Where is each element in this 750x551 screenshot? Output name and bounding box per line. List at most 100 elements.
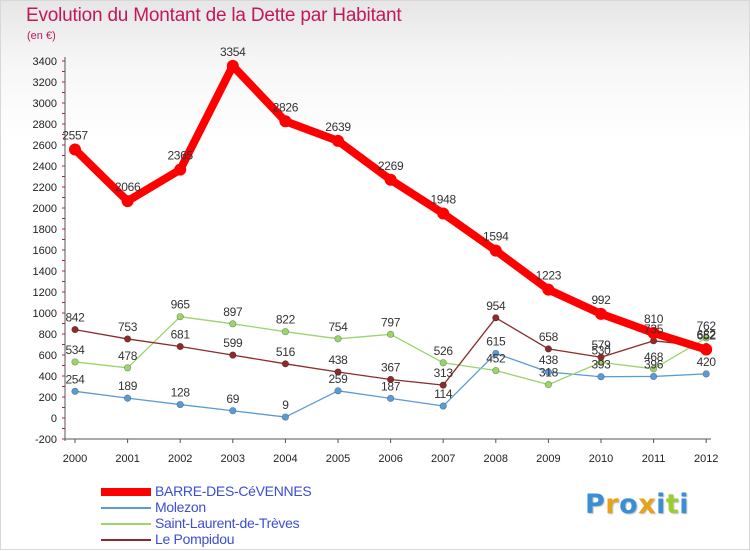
- data-label: 579: [591, 338, 611, 352]
- data-label: 2639: [325, 120, 351, 134]
- data-label: 259: [328, 372, 348, 386]
- data-label: 318: [539, 366, 559, 380]
- data-point: [123, 335, 132, 343]
- data-label: 2066: [115, 180, 141, 194]
- data-point: [542, 283, 555, 296]
- logo-letter: t: [665, 489, 680, 520]
- data-point: [647, 326, 660, 339]
- data-point: [439, 402, 447, 410]
- y-tick-label: 1400: [33, 266, 57, 278]
- data-label: 393: [591, 358, 611, 372]
- x-tick-label: 2006: [378, 453, 402, 465]
- data-label: 658: [539, 330, 559, 344]
- logo-letter: P: [585, 489, 606, 520]
- data-point: [437, 207, 450, 220]
- y-tick-label: 400: [39, 371, 57, 383]
- data-point: [69, 143, 81, 156]
- legend-label: BARRE-DES-CéVENNES: [155, 483, 312, 499]
- data-label: 114: [434, 387, 453, 401]
- y-tick-label: 2800: [33, 119, 57, 131]
- data-label: 965: [171, 298, 191, 312]
- data-label: 810: [644, 312, 664, 326]
- data-label: 534: [65, 343, 85, 357]
- data-point: [439, 359, 447, 367]
- data-label: 452: [486, 352, 506, 366]
- y-tick-label: 3400: [33, 56, 57, 68]
- x-tick-label: 2002: [168, 453, 192, 465]
- data-label: 438: [328, 353, 348, 367]
- data-label: 9: [282, 398, 289, 412]
- data-point: [387, 394, 395, 402]
- data-label: 526: [434, 344, 454, 358]
- x-tick-label: 2000: [63, 453, 87, 465]
- data-label: 615: [486, 334, 506, 348]
- data-label: 842: [65, 311, 85, 325]
- data-point: [387, 330, 395, 338]
- chart-title: Evolution du Montant de la Dette par Hab…: [26, 5, 402, 26]
- x-tick-label: 2009: [536, 453, 560, 465]
- y-tick-label: 0: [51, 413, 57, 425]
- proxiti-logo: Proxiti: [585, 489, 689, 520]
- legend-swatch: [101, 507, 151, 509]
- x-tick-label: 2003: [221, 453, 245, 465]
- data-point: [332, 134, 344, 147]
- data-label: 1948: [430, 192, 456, 206]
- data-point: [71, 325, 79, 334]
- data-point: [279, 115, 292, 128]
- x-tick-label: 2011: [642, 453, 666, 465]
- data-point: [702, 370, 710, 378]
- data-point: [226, 59, 239, 72]
- legend-label: Saint-Laurent-de-Trèves: [155, 515, 300, 531]
- data-point: [489, 244, 502, 257]
- data-label: 954: [486, 299, 506, 313]
- chart-unit-label: (en €): [27, 30, 56, 42]
- y-tick-label: 3000: [33, 98, 57, 110]
- data-label: 313: [434, 366, 454, 380]
- data-point: [384, 173, 397, 186]
- y-tick-label: 1600: [33, 245, 57, 257]
- data-label: 2269: [378, 159, 404, 173]
- data-point: [176, 313, 184, 321]
- data-point: [649, 372, 658, 381]
- y-tick-label: -200: [35, 434, 57, 446]
- data-point: [439, 381, 447, 389]
- legend-swatch: [101, 523, 151, 525]
- y-tick-label: 2200: [33, 182, 57, 194]
- data-point: [492, 349, 500, 358]
- data-point: [174, 163, 187, 176]
- legend-label: Le Pompidou: [155, 531, 235, 547]
- data-point: [544, 381, 553, 389]
- data-label: 681: [171, 327, 191, 341]
- data-label: 652: [697, 329, 717, 343]
- data-point: [176, 342, 184, 351]
- x-tick-label: 2008: [484, 453, 508, 465]
- data-point: [334, 335, 342, 343]
- y-tick-label: 1800: [33, 224, 57, 236]
- logo-letter: r: [605, 489, 620, 520]
- data-point: [492, 366, 500, 375]
- y-tick-label: 800: [39, 329, 57, 341]
- data-point: [700, 343, 713, 356]
- data-point: [229, 320, 237, 328]
- data-label: 735: [644, 322, 664, 336]
- data-point: [281, 328, 290, 336]
- data-label: 1594: [483, 230, 509, 244]
- data-label: 128: [171, 386, 191, 400]
- data-point: [544, 368, 553, 376]
- data-point: [702, 334, 710, 342]
- legend-swatch: [101, 488, 151, 496]
- x-tick-label: 2005: [326, 453, 350, 465]
- logo-letter: i: [656, 489, 666, 520]
- data-label: 254: [65, 372, 85, 386]
- data-label: 682: [697, 327, 717, 341]
- data-point: [649, 365, 658, 373]
- data-point: [492, 314, 500, 322]
- x-tick-label: 2001: [115, 453, 139, 465]
- data-label: 396: [644, 357, 664, 371]
- data-point: [121, 195, 134, 208]
- data-label: 478: [118, 349, 138, 363]
- data-label: 2826: [273, 100, 299, 114]
- data-point: [281, 360, 290, 368]
- y-tick-label: 1200: [33, 287, 57, 299]
- data-label: 516: [276, 345, 296, 359]
